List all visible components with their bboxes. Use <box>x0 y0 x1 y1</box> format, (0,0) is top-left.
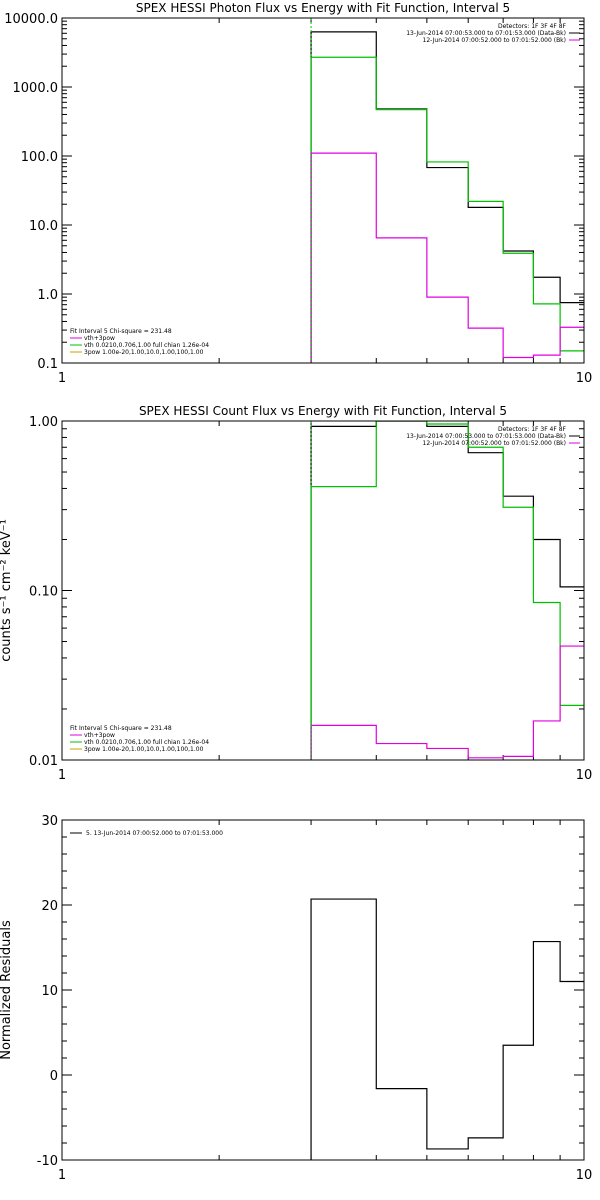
y-tick-label: 1.00 <box>29 415 58 430</box>
legend-bottom-entry: Fit Interval 5 Chi-square = 231.48 <box>70 725 172 732</box>
y-tick-label: 10 <box>41 984 58 999</box>
x-tick-label: 10 <box>576 1168 593 1183</box>
y-tick-label: 20 <box>41 899 58 914</box>
plot-area <box>310 421 584 760</box>
series-vth-step-line <box>310 56 584 363</box>
x-tick-label: 1 <box>58 768 66 783</box>
series-sum-step-line <box>310 645 584 760</box>
x-tick-label: 1 <box>58 371 66 386</box>
y-axis-label: counts s⁻¹ cm⁻² keV⁻¹ <box>0 519 14 662</box>
photon-flux-panel: SPEX HESSI Photon Flux vs Energy with Fi… <box>4 1 592 386</box>
legend-top-entry: 13-Jun-2014 07:00:53.000 to 07:01:53.000… <box>406 433 566 440</box>
minor-ticks <box>62 18 584 363</box>
y-tick-label: -10 <box>37 1154 58 1169</box>
y-tick-label: 0.01 <box>29 754 58 769</box>
y-tick-label: 1000.0 <box>13 81 59 96</box>
legend-top-entry: 5. 13-Jun-2014 07:00:52.000 to 07:01:53.… <box>86 830 223 837</box>
plot-frame <box>61 17 585 364</box>
plot-area <box>310 18 584 363</box>
series-data-step-line <box>310 421 584 760</box>
y-tick-label: 10.0 <box>29 219 58 234</box>
y-tick-label: 30 <box>41 814 58 829</box>
residuals-panel: Normalized Residuals -10 0 10 20 30 1 10 5. 13-J… <box>0 814 592 1183</box>
series-sum-step-line <box>310 152 584 363</box>
series-data-step-line <box>310 31 584 363</box>
legend-top-entry: 12-Jun-2014 07:00:52.000 to 07:01:52.000… <box>423 37 566 44</box>
y-tick-label: 0.10 <box>29 585 58 600</box>
legend-bottom-entry: Fit Interval 5 Chi-square = 231.48 <box>70 328 172 335</box>
legend-top-entry: 13-Jun-2014 07:00:53.000 to 07:01:53.000… <box>406 30 566 37</box>
series-resid-step-line <box>310 898 584 1160</box>
legend-bottom-entry: vth 0.0210,0.706,1.00 full chian 1.26e-0… <box>84 739 209 746</box>
plot-frame <box>61 819 585 1161</box>
count-flux-panel: SPEX HESSI Count Flux vs Energy with Fit… <box>0 404 592 783</box>
plot-frame <box>61 420 585 761</box>
x-tick-label: 10 <box>576 768 593 783</box>
chart-title: SPEX HESSI Photon Flux vs Energy with Fi… <box>136 1 510 15</box>
y-axis-label: Normalized Residuals <box>0 920 14 1060</box>
legend-bottom-entry: vth+3pow <box>84 335 115 342</box>
chart-title: SPEX HESSI Count Flux vs Energy with Fit… <box>139 404 507 418</box>
legend-bottom-entry: vth 0.0210,0.706,1.00 full chian 1.26e-0… <box>84 342 209 349</box>
y-tick-label: 1.0 <box>37 288 58 303</box>
legend-bottom-entry: vth+3pow <box>84 732 115 739</box>
legend-bottom-entry: 3pow 1.00e-20,1.00,10.0,1.00,100,1.00 <box>84 746 204 753</box>
legend-bottom-entry: 3pow 1.00e-20,1.00,10.0,1.00,100,1.00 <box>84 349 204 356</box>
minor-ticks <box>62 819 584 1161</box>
minor-ticks <box>62 421 584 760</box>
legend-top-entry: 12-Jun-2014 07:00:52.000 to 07:01:52.000… <box>423 440 566 447</box>
legend-top-entry: Detectors: 1F 3F 4F 8F <box>498 23 567 30</box>
y-tick-label: 0 <box>50 1069 58 1084</box>
x-tick-label: 10 <box>576 371 593 386</box>
legend-top-entry: Detectors: 1F 3F 4F 8F <box>498 426 567 433</box>
x-tick-label: 1 <box>58 1168 66 1183</box>
y-tick-label: 100.0 <box>21 150 58 165</box>
y-tick-label: 10000.0 <box>4 12 58 27</box>
y-tick-label: 0.1 <box>37 357 58 372</box>
plot-area <box>310 898 584 1160</box>
series-vth-step-line <box>310 421 584 760</box>
